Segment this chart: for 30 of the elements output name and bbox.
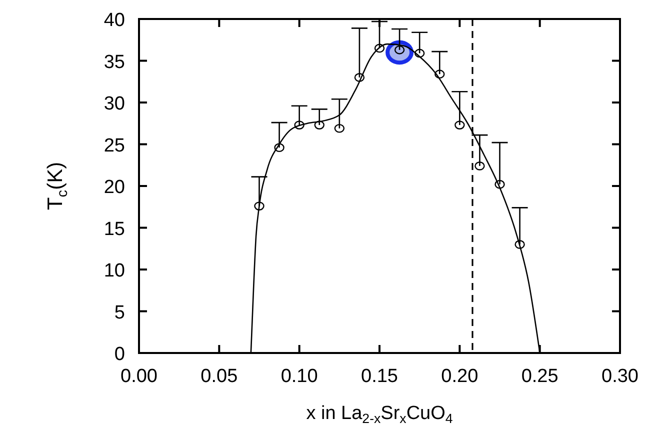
point <box>474 162 485 170</box>
y-tick-label: 0 <box>114 344 125 365</box>
x-tick-label: 0.20 <box>441 366 478 387</box>
x-tick-label: 0.05 <box>200 366 238 387</box>
y-tick-label: 35 <box>104 52 125 73</box>
point <box>354 73 365 82</box>
point <box>294 120 304 130</box>
y-tick-label: 30 <box>104 94 125 114</box>
y-tick-label: 15 <box>104 218 125 240</box>
point <box>374 44 385 53</box>
x-tick-label: 0.30 <box>602 366 638 387</box>
x-tick-label: 0.00 <box>120 366 158 387</box>
x-tick-label: 0.10 <box>280 366 318 387</box>
x-tick-label: 0.25 <box>521 366 558 387</box>
point <box>334 124 345 133</box>
point <box>254 202 264 210</box>
point <box>314 120 324 130</box>
point <box>274 143 284 152</box>
point <box>454 120 465 130</box>
x-axis-title: x in La$_{2-x}$Sr$_{x}$CuO$_{4}$ <box>306 403 453 426</box>
point <box>434 70 445 79</box>
x-tick-label: 0.15 <box>361 366 398 387</box>
point <box>494 180 505 189</box>
point <box>514 240 525 249</box>
y-tick-label: 5 <box>114 302 125 324</box>
y-tick-label: 40 <box>104 10 125 31</box>
y-tick-label: 20 <box>104 177 125 198</box>
y-tick-label: 25 <box>104 135 125 156</box>
y-tick-label: 10 <box>104 260 125 282</box>
point <box>414 48 425 58</box>
